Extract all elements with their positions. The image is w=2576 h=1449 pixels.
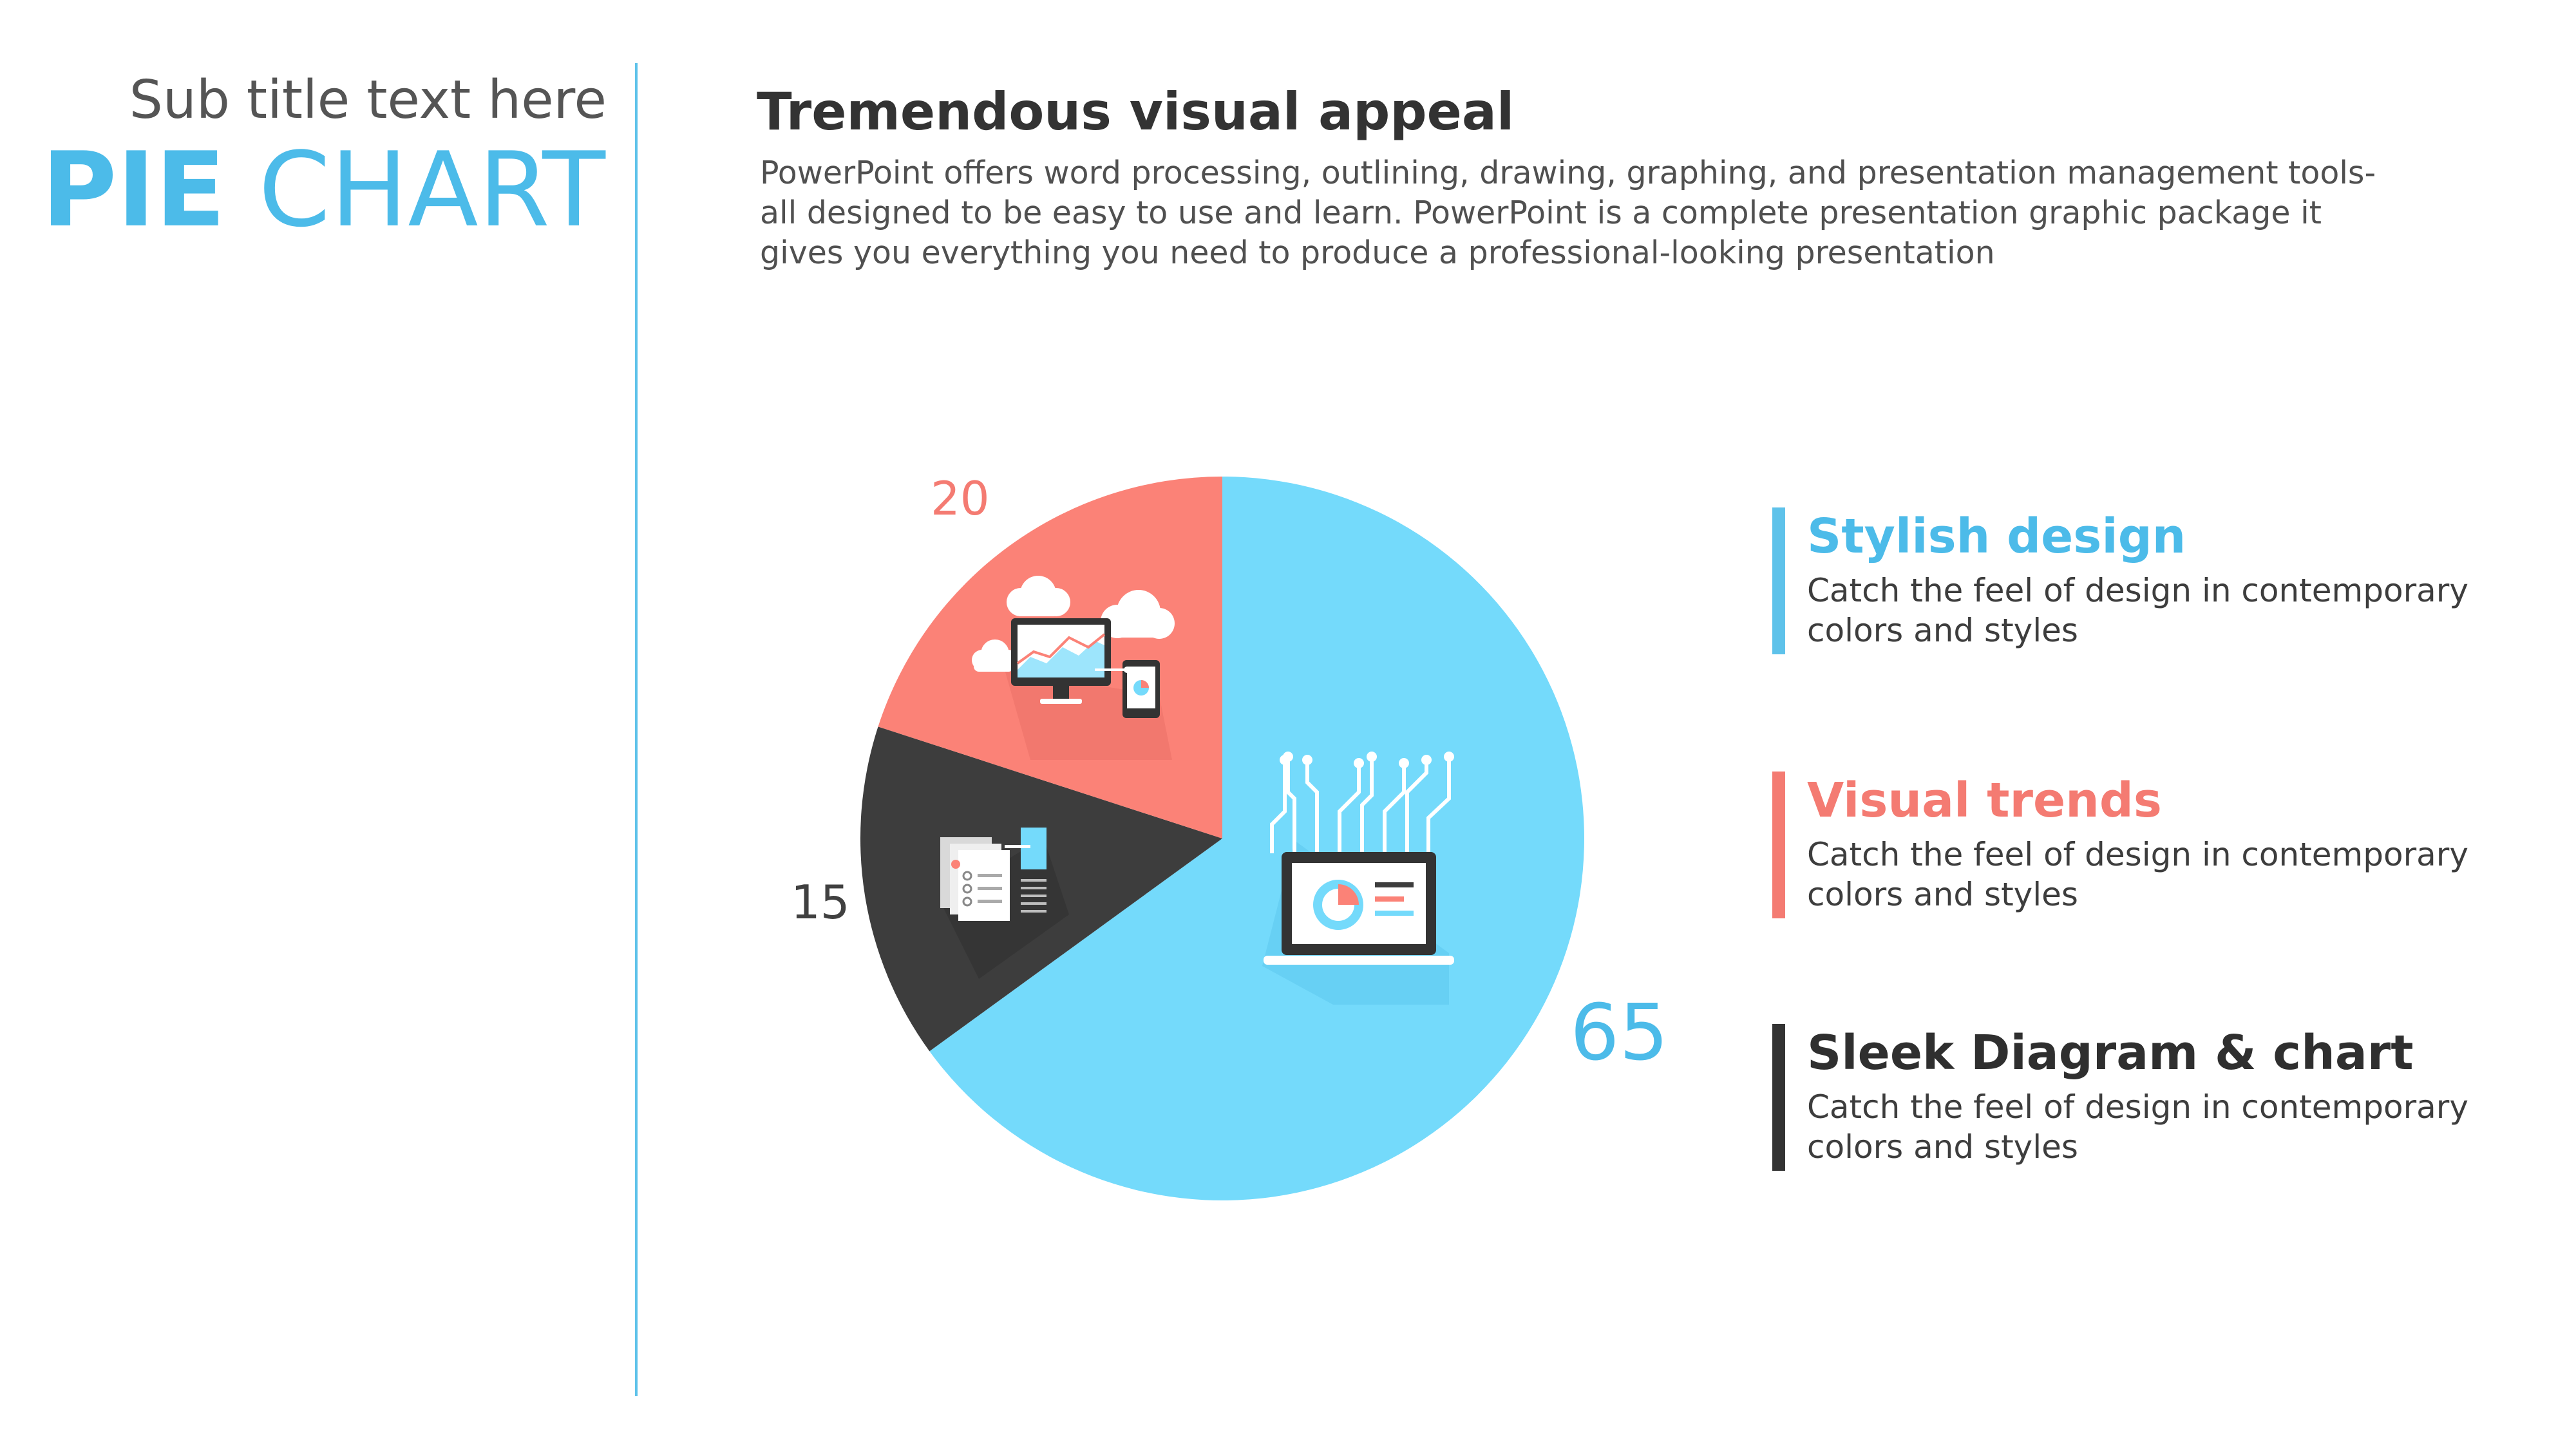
legend-title: Visual trends [1807,773,2162,828]
pie-slice-65 [929,477,1584,1200]
legend-color-bar [1772,1024,1785,1171]
legend-text: Catch the feel of design in contemporary… [1807,1088,2468,1166]
documents-icon [940,828,1069,979]
page-title: PIE CHART [41,138,605,242]
section-description: PowerPoint offers word processing, outli… [760,155,2376,271]
divider-line [635,63,638,1396]
legend-title: Stylish design [1807,509,2186,564]
page-title-bold: PIE [41,129,226,250]
cloud-devices-icon [972,576,1175,760]
section-heading: Tremendous visual appeal [757,82,1515,142]
laptop-circuit-icon [1262,752,1454,1005]
slice-label-15: 15 [791,875,850,929]
page-subtitle: Sub title text here [129,70,607,131]
legend-color-bar [1772,507,1785,654]
legend-text: Catch the feel of design in contemporary… [1807,572,2468,649]
legend-title: Sleek Diagram & chart [1807,1025,2414,1081]
page-title-light: CHART [258,129,605,250]
slice-label-65: 65 [1570,989,1669,1078]
legend-text: Catch the feel of design in contemporary… [1807,836,2468,913]
slice-label-20: 20 [931,471,990,526]
legend-color-bar [1772,772,1785,918]
